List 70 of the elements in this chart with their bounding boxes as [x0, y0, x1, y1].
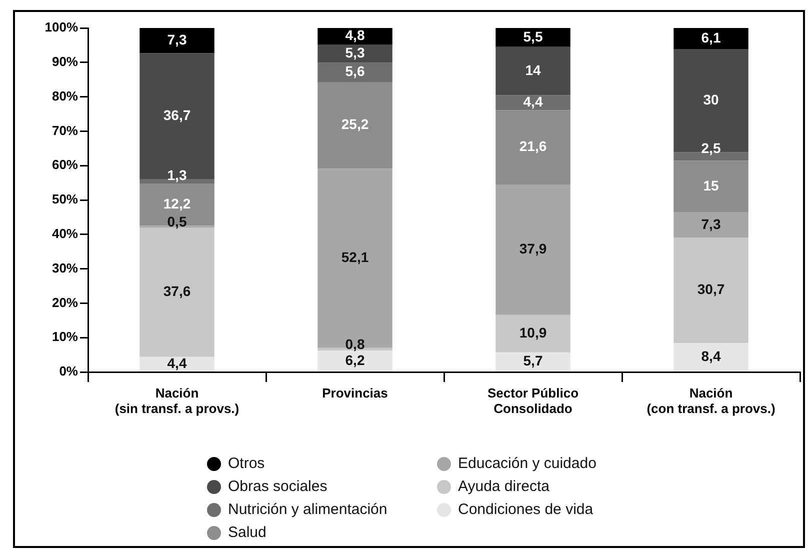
data-label: 6,1 [701, 29, 721, 46]
bar [318, 44, 392, 63]
data-label: 37,6 [163, 283, 191, 300]
bar [496, 314, 570, 352]
bar [318, 350, 392, 372]
bar [140, 228, 214, 357]
y-tick-label: 80% [52, 88, 78, 104]
y-tick-label: 10% [52, 329, 78, 344]
data-label: 7,3 [167, 31, 187, 48]
x-tick-label: Nación (sin transf. a provs.) [114, 385, 240, 416]
data-label: 14 [525, 62, 541, 78]
bar [496, 28, 570, 47]
data-label: 36,7 [163, 107, 191, 124]
bar [318, 62, 392, 82]
data-label: 1,3 [167, 167, 187, 184]
y-tick-label: 20% [52, 294, 78, 310]
bar [496, 184, 570, 315]
data-label: 21,6 [519, 138, 547, 154]
legend-label: Salud [228, 524, 266, 541]
data-label: 5,5 [523, 28, 543, 44]
legend-label: Ayuda directa [458, 478, 550, 495]
bar [496, 95, 570, 110]
y-tick-label: 50% [52, 192, 78, 207]
bar [318, 82, 392, 169]
data-label: 12,2 [163, 196, 191, 212]
data-label: 2,5 [701, 140, 721, 156]
bar [496, 110, 570, 185]
bar [674, 343, 748, 372]
legend-label: Condiciones de vida [458, 501, 594, 518]
bar [140, 356, 214, 372]
data-label: 4,4 [167, 354, 187, 371]
bar [674, 28, 748, 49]
x-tick-label: Provincias [322, 385, 388, 400]
bar [674, 212, 748, 238]
data-label: 52,1 [341, 249, 369, 266]
x-tick-label: Nación (con transf. a provs.) [646, 385, 776, 416]
y-tick-label: 40% [52, 226, 78, 241]
legend-label: Otros [228, 455, 265, 472]
y-tick-label: 90% [52, 54, 78, 69]
x-tick-label: Sector Público Consolidado [487, 385, 579, 416]
legend-label: Obras sociales [228, 478, 328, 495]
data-label: 15 [703, 177, 719, 194]
data-label: 5,7 [523, 352, 543, 369]
y-tick-label: 0% [59, 364, 78, 379]
legend-label: Nutrición y alimentación [228, 501, 388, 518]
bar [318, 28, 392, 45]
data-label: 0,5 [167, 214, 187, 230]
bar [496, 46, 570, 96]
y-tick-label: 70% [52, 122, 78, 138]
legend-label: Educación y cuidado [458, 455, 596, 472]
data-label: 8,4 [701, 348, 721, 364]
data-label: 5,3 [345, 44, 365, 60]
data-label: 6,2 [345, 352, 365, 368]
data-label: 4,8 [345, 27, 365, 44]
data-label: 5,6 [345, 63, 365, 80]
data-label: 25,2 [341, 116, 369, 132]
y-tick-label: 30% [52, 260, 78, 276]
bar [674, 237, 748, 344]
data-label: 30 [703, 91, 719, 108]
data-label: 0,8 [345, 336, 365, 352]
data-label: 7,3 [701, 216, 721, 232]
data-label: 30,7 [697, 281, 725, 298]
y-tick-label: 100% [44, 20, 78, 35]
bar [496, 352, 570, 372]
data-label: 37,9 [519, 240, 547, 257]
bar [140, 28, 214, 54]
bar [674, 160, 748, 212]
data-label: 4,4 [523, 94, 543, 110]
y-tick-label: 60% [52, 157, 78, 172]
data-label: 10,9 [519, 324, 547, 341]
